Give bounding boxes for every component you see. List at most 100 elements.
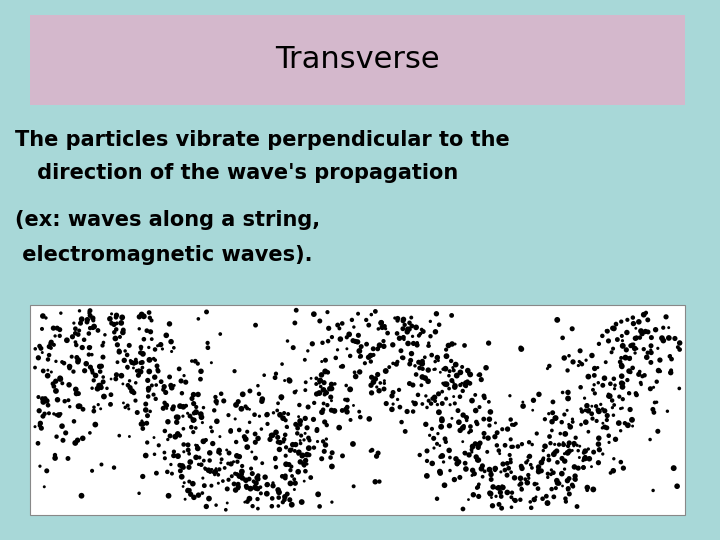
Point: [584, 455, 595, 463]
Point: [581, 401, 593, 410]
Point: [448, 378, 459, 387]
Point: [354, 413, 366, 421]
Point: [391, 329, 402, 338]
Point: [206, 427, 217, 436]
Point: [522, 453, 534, 461]
Point: [223, 449, 235, 457]
Point: [258, 371, 270, 380]
Point: [180, 378, 192, 387]
Point: [454, 426, 466, 435]
Point: [459, 448, 470, 457]
Point: [330, 354, 341, 362]
Point: [606, 348, 617, 356]
Point: [582, 427, 594, 436]
Point: [269, 373, 281, 382]
Point: [178, 424, 189, 433]
Point: [138, 312, 150, 321]
Point: [205, 423, 217, 431]
Point: [402, 328, 413, 336]
Point: [324, 384, 336, 393]
Point: [459, 341, 470, 350]
Point: [369, 307, 381, 316]
Point: [491, 441, 503, 450]
Point: [50, 387, 62, 395]
Point: [168, 343, 179, 352]
Point: [233, 480, 244, 489]
Point: [320, 435, 332, 443]
Point: [429, 357, 441, 366]
Point: [379, 379, 390, 388]
Point: [122, 401, 133, 410]
Point: [292, 468, 304, 476]
Point: [567, 417, 578, 426]
Point: [177, 482, 189, 491]
Point: [325, 406, 337, 415]
Point: [405, 356, 416, 364]
Point: [195, 367, 207, 376]
Point: [515, 343, 526, 352]
Point: [630, 389, 642, 397]
Point: [490, 418, 501, 427]
Point: [441, 380, 452, 389]
Point: [73, 326, 85, 335]
Point: [505, 468, 517, 476]
Point: [217, 477, 229, 485]
Point: [318, 437, 329, 445]
Point: [72, 357, 84, 366]
Point: [467, 471, 478, 480]
Point: [291, 387, 302, 395]
Point: [228, 457, 239, 466]
Point: [570, 434, 582, 442]
Point: [461, 413, 472, 422]
Point: [457, 387, 469, 395]
Point: [417, 364, 428, 373]
Point: [366, 373, 377, 382]
Point: [451, 460, 463, 468]
Point: [559, 465, 570, 474]
Point: [597, 419, 608, 428]
Point: [145, 316, 157, 325]
Point: [409, 361, 420, 370]
Point: [215, 330, 226, 339]
Point: [460, 379, 472, 387]
Point: [341, 333, 353, 342]
Point: [378, 342, 390, 350]
Point: [593, 446, 605, 454]
Point: [589, 389, 600, 397]
Point: [84, 311, 96, 320]
Point: [648, 408, 660, 417]
Point: [76, 315, 87, 323]
Point: [73, 389, 84, 398]
Text: direction of the wave's propagation: direction of the wave's propagation: [30, 163, 458, 183]
Point: [444, 446, 455, 455]
Point: [204, 456, 215, 465]
Point: [605, 380, 616, 388]
Point: [272, 433, 284, 442]
Point: [74, 402, 86, 410]
Point: [53, 411, 64, 420]
Point: [403, 325, 415, 334]
Point: [401, 407, 413, 416]
Point: [219, 464, 230, 472]
Point: [485, 475, 497, 484]
Point: [50, 377, 61, 386]
Point: [474, 438, 486, 447]
Point: [404, 319, 415, 327]
Point: [405, 313, 417, 322]
Point: [190, 441, 202, 449]
Point: [607, 403, 618, 412]
Point: [526, 440, 538, 449]
Point: [395, 347, 407, 355]
Point: [457, 437, 469, 446]
Point: [402, 339, 414, 348]
Point: [94, 367, 106, 376]
Point: [274, 438, 286, 447]
Point: [176, 461, 187, 470]
Point: [617, 395, 629, 403]
Point: [301, 423, 312, 432]
Point: [366, 310, 377, 319]
Point: [242, 497, 253, 506]
Point: [143, 308, 155, 317]
Point: [354, 347, 365, 355]
Point: [166, 469, 178, 478]
